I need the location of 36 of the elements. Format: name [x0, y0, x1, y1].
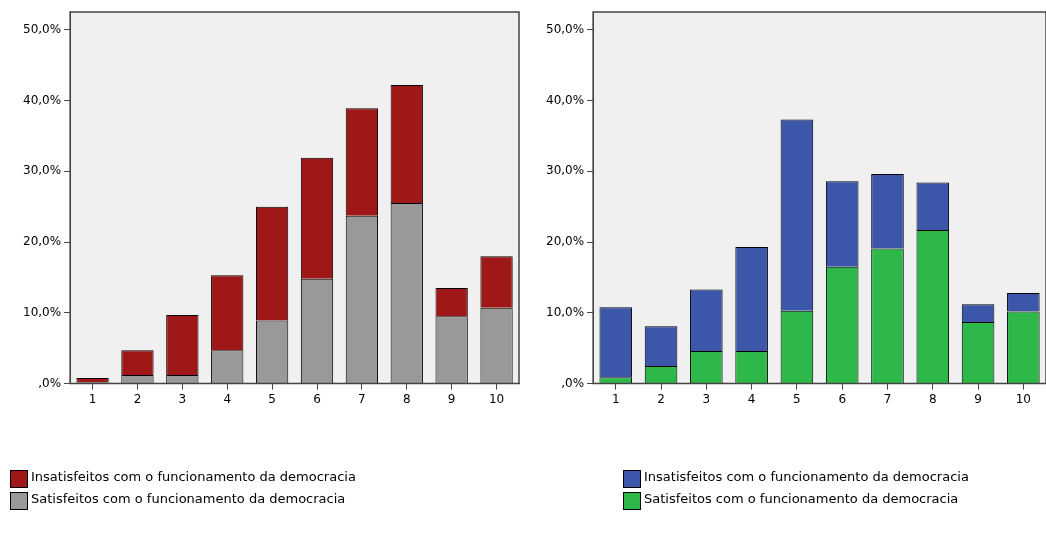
x-tick-label: 2 — [133, 391, 142, 406]
x-tick-label: 7 — [358, 391, 366, 406]
x-tick-label: 4 — [223, 391, 232, 406]
x-tick-label: 3 — [178, 391, 187, 406]
y-tick-label: 30,0% — [23, 163, 62, 178]
legend-label: Satisfeitos com o funcionamento da democracia — [644, 491, 959, 506]
x-tick-label: 5 — [268, 391, 276, 406]
y-tick-label: 40,0% — [546, 92, 585, 107]
x-tick-label: 10 — [1015, 391, 1031, 406]
y-tick-label: 10,0% — [546, 304, 585, 319]
x-tick-label: 6 — [313, 391, 321, 406]
legend-label: Satisfeitos com o funcionamento da democracia — [31, 491, 346, 506]
y-tick-label: 20,0% — [546, 234, 585, 249]
y-tick-label: 30,0% — [546, 163, 585, 178]
x-tick-label: 1 — [611, 391, 620, 406]
y-tick-label: 50,0% — [546, 21, 585, 36]
y-tick-label: ,0% — [38, 375, 62, 390]
x-tick-label: 1 — [88, 391, 97, 406]
x-tick-label: 10 — [488, 391, 505, 406]
x-tick-label: 8 — [928, 391, 937, 406]
x-tick-label: 9 — [974, 391, 982, 406]
legend-label: Insatisfeitos com o funcionamento da democracia — [31, 469, 356, 484]
y-tick-label: 50,0% — [23, 21, 62, 36]
y-tick-label: 40,0% — [23, 92, 62, 107]
y-tick-label: 10,0% — [23, 304, 62, 319]
x-tick-label: 8 — [402, 391, 411, 406]
x-tick-label: 4 — [747, 391, 756, 406]
x-tick-label: 5 — [793, 391, 801, 406]
x-tick-label: 7 — [883, 391, 892, 406]
x-tick-label: 3 — [702, 391, 711, 406]
y-tick-label: 20,0% — [23, 234, 62, 249]
legend-label: Insatisfeitos com o funcionamento da democracia — [644, 469, 969, 484]
y-tick-label: ,0% — [561, 375, 585, 390]
x-tick-label: 2 — [657, 391, 665, 406]
x-tick-label: 6 — [838, 391, 847, 406]
x-tick-label: 9 — [447, 391, 456, 406]
